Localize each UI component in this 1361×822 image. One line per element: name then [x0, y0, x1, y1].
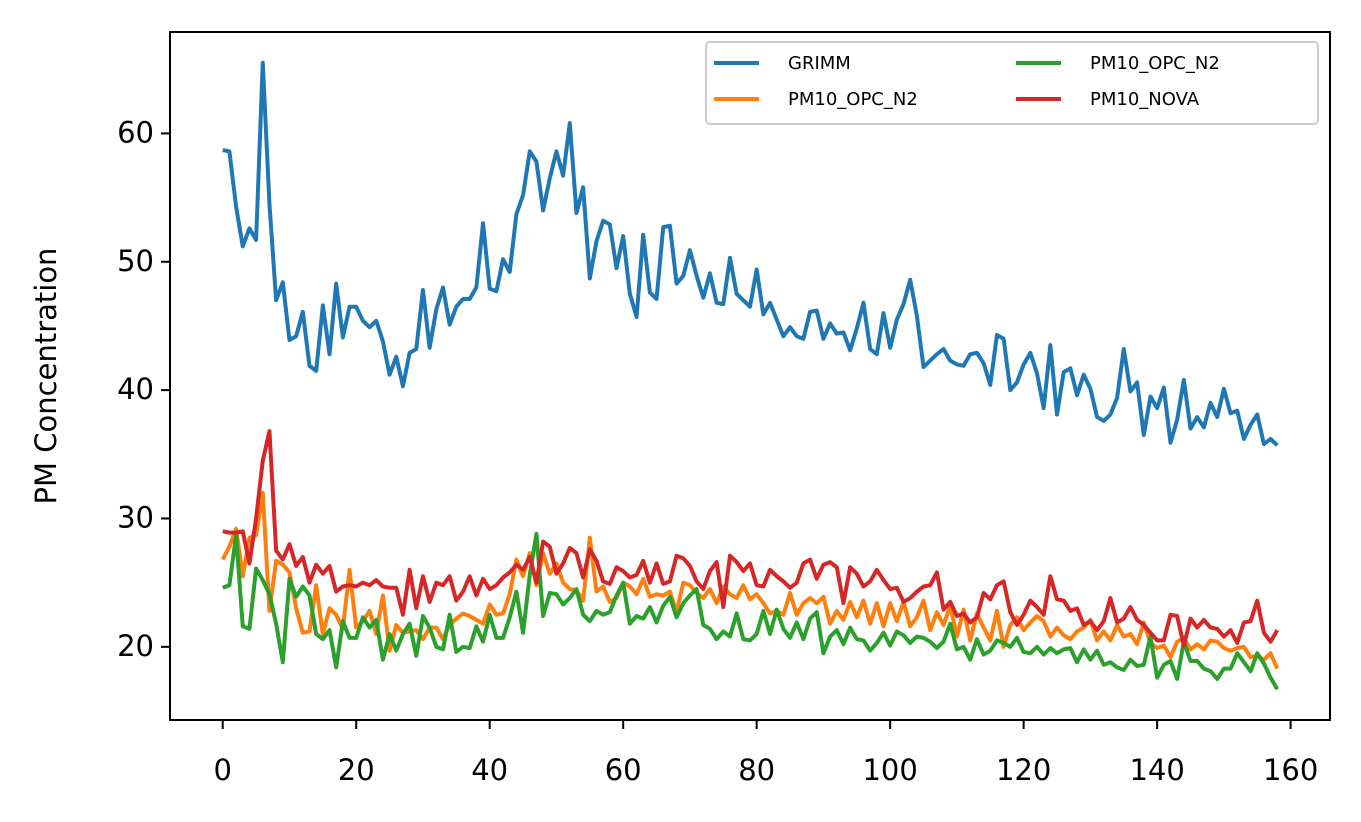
- legend-box: [705, 41, 1319, 125]
- legend-label: PM10_OPC_N2: [1090, 53, 1220, 74]
- x-tick-label: 80: [738, 753, 775, 787]
- x-tick-label: 60: [605, 753, 642, 787]
- series-line: [222, 429, 1280, 648]
- legend-label: PM10_NOVA: [1090, 89, 1200, 110]
- y-tick-label: 40: [117, 372, 154, 406]
- x-tick-label: 140: [1129, 753, 1184, 787]
- y-axis-label: PM Concentration: [29, 248, 63, 505]
- y-tick-label: 60: [117, 115, 154, 149]
- x-tick-label: 120: [996, 753, 1051, 787]
- series-line: [222, 60, 1279, 447]
- x-tick-label: 20: [338, 753, 375, 787]
- y-tick-label: 30: [117, 500, 154, 534]
- series-line: [220, 490, 1280, 670]
- x-tick-label: 40: [471, 753, 508, 787]
- y-tick-label: 50: [117, 244, 154, 278]
- series-line: [222, 531, 1280, 691]
- plot-frame: [169, 31, 1331, 721]
- y-tick-label: 20: [117, 629, 154, 663]
- x-tick-label: 100: [862, 753, 917, 787]
- legend-label: GRIMM: [788, 53, 851, 74]
- x-tick-label: 160: [1263, 753, 1318, 787]
- x-tick-label: 0: [214, 753, 232, 787]
- legend-label: PM10_OPC_N2: [788, 89, 918, 110]
